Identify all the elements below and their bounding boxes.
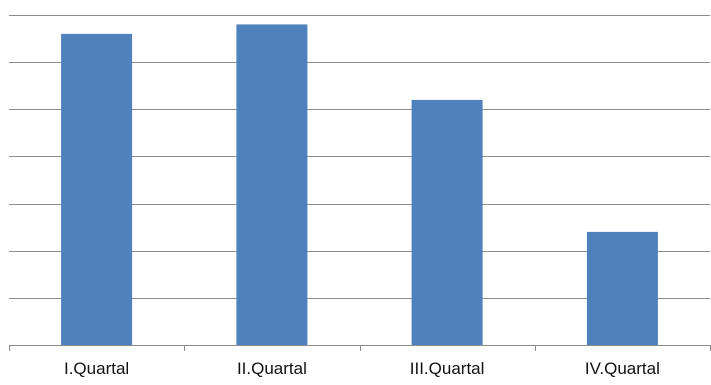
bar-4 — [586, 231, 658, 345]
x-tick-label: II.Quartal — [237, 359, 307, 378]
bar-1 — [61, 33, 133, 346]
x-tick-label: I.Quartal — [64, 359, 129, 378]
x-tick-labels: I.Quartal II.Quartal III.Quartal IV.Quartal — [64, 359, 660, 378]
x-tick-label: III.Quartal — [410, 359, 485, 378]
bars — [61, 24, 658, 346]
x-tick-label: IV.Quartal — [585, 359, 660, 378]
bar-2 — [236, 24, 308, 346]
bar-3 — [411, 99, 483, 346]
x-axis — [9, 345, 711, 351]
